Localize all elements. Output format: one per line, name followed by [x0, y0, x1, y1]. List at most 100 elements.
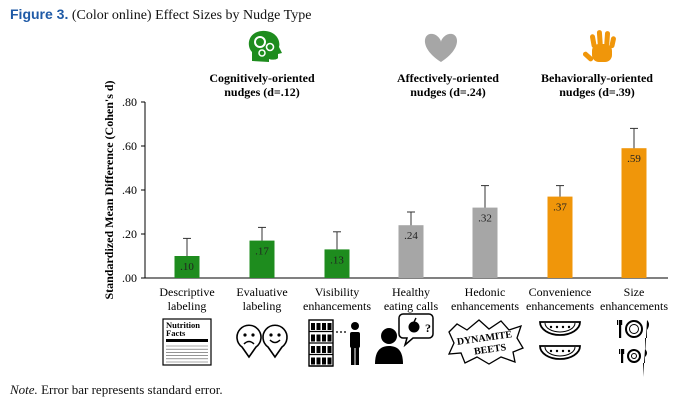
- note-text: Error bar represents standard error.: [41, 382, 223, 397]
- shelf-item: [316, 323, 321, 330]
- y-tick-label: .60: [122, 139, 137, 153]
- eye: [251, 333, 255, 337]
- category-label-line2: labeling: [168, 299, 207, 313]
- shelf-item: [327, 346, 332, 353]
- person-head: [381, 328, 397, 344]
- category-label-line1: Descriptive: [159, 285, 214, 299]
- fork-tine: [623, 349, 625, 354]
- palm: [592, 44, 612, 62]
- sad-happy-face-icons: [236, 324, 288, 359]
- category-label-line1: Healthy: [392, 285, 430, 299]
- shelf-item: [322, 334, 326, 342]
- shelf-item: [311, 334, 315, 342]
- group-title: Affectively-oriented: [397, 71, 499, 85]
- data-label: .32: [478, 213, 492, 225]
- melon-slice: [539, 321, 581, 336]
- beets-text: BEETS: [473, 342, 507, 357]
- finger: [604, 31, 611, 47]
- question-mark: ?: [425, 321, 431, 335]
- y-tick-label: .00: [122, 271, 137, 285]
- y-axis-title: Standardized Mean Difference (Cohen's d): [102, 80, 116, 299]
- bar: [472, 207, 498, 278]
- figure-title: (Color online) Effect Sizes by Nudge Typ…: [71, 8, 312, 23]
- shelf-item: [316, 334, 321, 342]
- shelf-item: [316, 357, 321, 365]
- category-label-line2: enhancements: [526, 299, 594, 313]
- shelf-item: [327, 334, 332, 342]
- knife: [645, 320, 649, 356]
- melon-slices-icon: [539, 321, 581, 360]
- melon-seed: [561, 349, 565, 353]
- plate: [627, 349, 641, 363]
- shelf-item: [311, 357, 315, 365]
- shelf-item: [322, 357, 326, 365]
- shelf-item: [322, 323, 326, 330]
- category-label-line1: Visibility: [315, 285, 360, 299]
- category-label-line2: enhancements: [303, 299, 371, 313]
- category-label-line1: Size: [624, 285, 645, 299]
- shelf-item: [327, 323, 332, 330]
- melon-seed: [555, 349, 559, 353]
- plate: [625, 320, 643, 338]
- mouth: [243, 340, 255, 345]
- category-label-line2: labeling: [243, 299, 282, 313]
- shelf-item: [322, 346, 326, 353]
- apple-stem: [413, 317, 417, 323]
- gear: [254, 36, 266, 48]
- plate-cutlery-icon: [617, 320, 649, 377]
- fork-tine: [621, 320, 623, 325]
- figure-label: Figure 3.: [10, 6, 69, 22]
- shelf-item: [311, 346, 315, 353]
- figure-note: Note. Error bar represents standard erro…: [10, 382, 223, 398]
- plate-inner: [631, 353, 637, 359]
- eye: [277, 333, 281, 337]
- category-label-line2: enhancements: [600, 299, 668, 313]
- figure-caption: Figure 3. (Color online) Effect Sizes by…: [10, 6, 311, 24]
- fork: [619, 320, 622, 338]
- finger: [609, 36, 616, 49]
- melon-rind: [544, 346, 576, 357]
- nutrition-text: Nutrition: [166, 320, 200, 330]
- person-shoulders: [375, 346, 403, 364]
- bar: [398, 225, 424, 278]
- group-title: Behaviorally-oriented: [541, 71, 653, 85]
- data-label: .59: [627, 153, 641, 165]
- apple: [408, 321, 420, 333]
- category-label-line2: enhancements: [451, 299, 519, 313]
- finger: [596, 30, 603, 47]
- person-head: [351, 322, 359, 330]
- data-label: .17: [255, 246, 269, 258]
- gear: [265, 42, 275, 52]
- gears-head-icon: [248, 30, 282, 62]
- happy-face: [262, 324, 288, 359]
- shelf-item: [311, 323, 315, 330]
- data-label: .13: [330, 254, 344, 266]
- note-label: Note.: [10, 382, 38, 397]
- eye: [243, 333, 247, 337]
- shelf-item: [316, 346, 321, 353]
- label-rule: [166, 339, 208, 342]
- category-label-line1: Hedonic: [465, 285, 506, 299]
- bar: [249, 240, 275, 278]
- thumb: [582, 51, 594, 62]
- person-leg: [351, 347, 355, 365]
- fork-tine: [617, 320, 619, 325]
- melon-seed: [567, 349, 571, 353]
- data-label: .37: [553, 202, 567, 214]
- shelf-item: [327, 357, 332, 365]
- group-subtitle: nudges (d=.39): [559, 85, 635, 99]
- y-tick-label: .80: [122, 95, 137, 109]
- person-body: [350, 332, 360, 348]
- bar: [324, 249, 350, 278]
- category-label-line2: eating calls: [384, 299, 439, 313]
- melon-seed: [561, 325, 565, 329]
- facts-text: Facts: [166, 328, 186, 338]
- bar: [174, 256, 200, 278]
- fork-tine: [619, 349, 621, 354]
- gear: [258, 49, 266, 57]
- y-tick-label: .20: [122, 227, 137, 241]
- burst-shape: [447, 319, 524, 365]
